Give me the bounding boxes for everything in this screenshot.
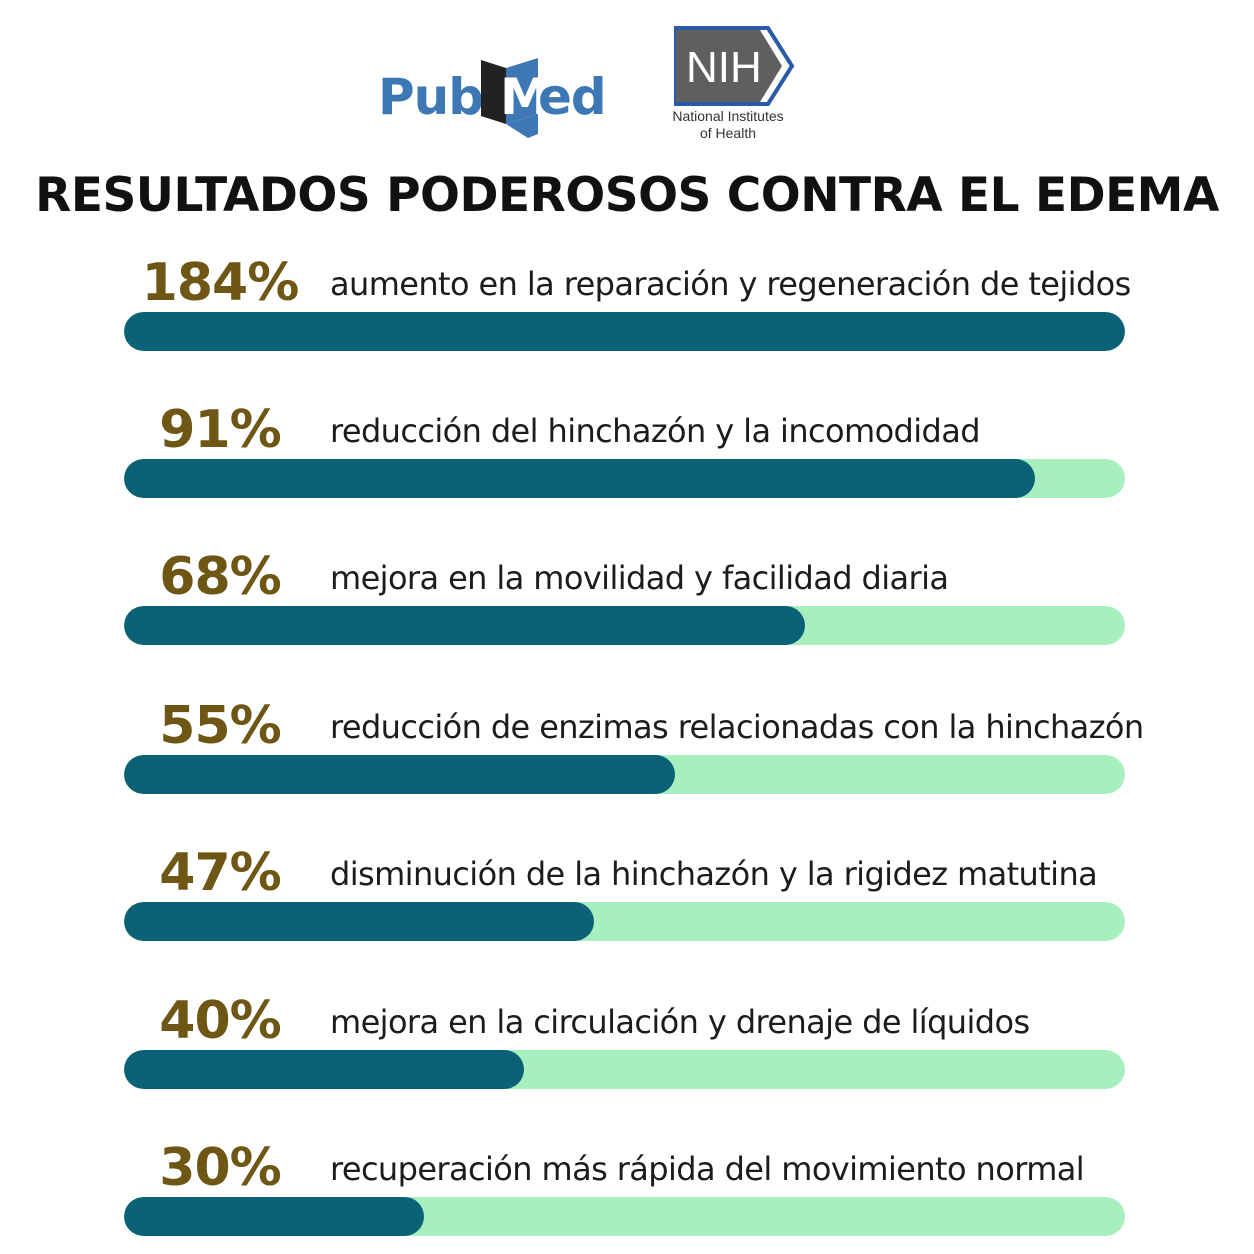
stat-row: 91% reducción del hinchazón y la incomod… <box>0 400 1254 510</box>
logo-header: Pub M ed NIH National Institutes of Heal… <box>0 20 1254 150</box>
stat-description: reducción del hinchazón y la incomodidad <box>330 412 981 450</box>
nih-logo: NIH National Institutes of Health <box>660 24 800 144</box>
stat-row: 184% aumento en la reparación y regenera… <box>0 253 1254 363</box>
svg-text:ed: ed <box>538 68 606 126</box>
progress-track <box>124 606 1125 645</box>
stat-description: disminución de la hinchazón y la rigidez… <box>330 855 1098 893</box>
svg-text:M: M <box>500 68 549 126</box>
progress-fill <box>124 902 595 941</box>
progress-fill <box>124 1197 425 1236</box>
stat-description: aumento en la reparación y regeneración … <box>330 265 1131 303</box>
nih-caption: National Institutes of Health <box>660 108 796 142</box>
progress-fill <box>124 312 1125 351</box>
stat-percent: 184% <box>141 253 300 313</box>
nih-mark-text: NIH <box>686 43 762 92</box>
stat-percent: 40% <box>159 991 281 1051</box>
nih-line2: of Health <box>699 125 757 141</box>
progress-track <box>124 1050 1125 1089</box>
progress-track <box>124 902 1125 941</box>
svg-text:Pub: Pub <box>378 68 483 126</box>
progress-fill <box>124 755 675 794</box>
nih-line1: National Institutes <box>672 108 784 124</box>
stat-description: mejora en la movilidad y facilidad diari… <box>330 559 949 597</box>
page-title: RESULTADOS PODEROSOS CONTRA EL EDEMA <box>35 168 1219 223</box>
progress-track <box>124 1197 1125 1236</box>
stat-row: 30% recuperación más rápida del movimien… <box>0 1138 1254 1248</box>
progress-track <box>124 755 1125 794</box>
pubmed-logo: Pub M ed <box>378 58 607 138</box>
stat-percent: 47% <box>159 843 281 903</box>
stat-description: reducción de enzimas relacionadas con la… <box>330 708 1144 746</box>
stat-row: 55% reducción de enzimas relacionadas co… <box>0 696 1254 806</box>
stat-description: recuperación más rápida del movimiento n… <box>330 1150 1085 1188</box>
stat-percent: 30% <box>159 1138 281 1198</box>
stat-percent: 91% <box>159 400 281 460</box>
stat-row: 47% disminución de la hinchazón y la rig… <box>0 843 1254 953</box>
progress-track <box>124 459 1125 498</box>
progress-fill <box>124 606 805 645</box>
progress-track <box>124 312 1125 351</box>
stat-row: 68% mejora en la movilidad y facilidad d… <box>0 547 1254 657</box>
stat-percent: 55% <box>159 696 281 756</box>
stat-row: 40% mejora en la circulación y drenaje d… <box>0 991 1254 1101</box>
progress-fill <box>124 1050 525 1089</box>
stat-percent: 68% <box>159 547 281 607</box>
progress-fill <box>124 459 1035 498</box>
nih-mark-icon: NIH <box>674 26 795 106</box>
stat-description: mejora en la circulación y drenaje de lí… <box>330 1003 1030 1041</box>
